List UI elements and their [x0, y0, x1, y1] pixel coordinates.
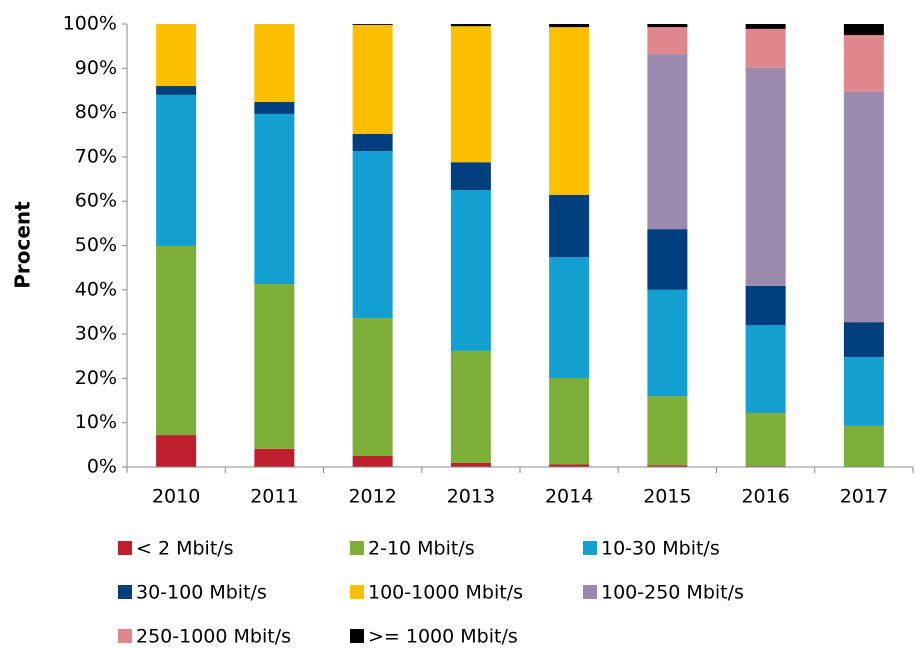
bar-segment: [352, 24, 393, 25]
bar-segment: [745, 412, 786, 467]
bar-segment: [254, 284, 295, 449]
bar-segment: [647, 396, 688, 466]
bar-segment: [352, 133, 393, 152]
y-tick-label: 10%: [75, 411, 117, 433]
bar-segment: [156, 245, 197, 436]
x-tick-label: 2012: [348, 486, 396, 508]
bar-segment: [647, 54, 688, 230]
legend-swatch: [583, 585, 597, 599]
bar-segment: [549, 194, 590, 258]
bar-segment: [745, 325, 786, 413]
bar-segment: [647, 27, 688, 55]
y-tick-label: 40%: [75, 278, 117, 300]
x-tick-label: 2011: [250, 486, 298, 508]
bar-segment: [254, 113, 295, 285]
x-tick-label: 2015: [643, 486, 691, 508]
bar-segment: [647, 465, 688, 467]
bar-segment: [745, 67, 786, 286]
y-tick-label: 100%: [63, 13, 117, 35]
legend-swatch: [350, 541, 364, 555]
bar-segment: [745, 24, 786, 29]
bar-segment: [549, 257, 590, 378]
bar-segment: [450, 190, 491, 351]
bar-segment: [745, 285, 786, 326]
legend-swatch: [118, 585, 132, 599]
bar-segment: [450, 350, 491, 464]
x-tick-label: 2016: [741, 486, 789, 508]
bar-segment: [450, 24, 491, 27]
bar-segment: [549, 27, 590, 195]
y-tick-label: 20%: [75, 367, 117, 389]
legend-label: < 2 Mbit/s: [136, 538, 234, 560]
legend-label: 2-10 Mbit/s: [368, 538, 475, 560]
bar-segment: [450, 463, 491, 467]
bar-segment: [843, 357, 884, 426]
legend-label: 100-1000 Mbit/s: [368, 582, 523, 604]
bar-segment: [352, 455, 393, 467]
bar-segment: [156, 86, 197, 95]
legend-swatch: [350, 629, 364, 643]
bar-segment: [352, 24, 393, 134]
bar-segment: [549, 464, 590, 467]
y-tick-label: 0%: [87, 456, 117, 478]
x-tick-label: 2014: [545, 486, 593, 508]
x-tick-label: 2013: [447, 486, 495, 508]
legend-swatch: [583, 541, 597, 555]
x-tick-label: 2017: [840, 486, 888, 508]
bar-segment: [745, 28, 786, 68]
y-tick-label: 70%: [75, 145, 117, 167]
bar-segment: [156, 24, 197, 87]
bar-segment: [450, 26, 491, 163]
y-tick-label: 80%: [75, 101, 117, 123]
bar-segment: [254, 24, 295, 102]
bar-segment: [156, 94, 197, 246]
bar-segment: [352, 318, 393, 456]
x-tick-label: 2010: [152, 486, 200, 508]
legend-swatch: [118, 541, 132, 555]
legend-label: 30-100 Mbit/s: [136, 582, 267, 604]
bar-segment: [647, 229, 688, 290]
legend-swatch: [350, 585, 364, 599]
y-tick-label: 50%: [75, 234, 117, 256]
bar-segment: [647, 24, 688, 28]
legend-label: 10-30 Mbit/s: [601, 538, 720, 560]
bar-segment: [843, 35, 884, 92]
legend-label: 100-250 Mbit/s: [601, 582, 744, 604]
y-tick-label: 30%: [75, 323, 117, 345]
bar-segment: [450, 162, 491, 191]
y-tick-label: 60%: [75, 190, 117, 212]
bar-segment: [549, 377, 590, 465]
bar-segment: [843, 425, 884, 467]
bar-segment: [843, 24, 884, 36]
bar-segment: [549, 24, 590, 28]
bar-segment: [843, 91, 884, 323]
legend-swatch: [118, 629, 132, 643]
bar-segment: [843, 322, 884, 358]
y-tick-label: 90%: [75, 57, 117, 79]
bar-segment: [254, 448, 295, 467]
bar-segment: [647, 289, 688, 397]
legend-label: 250-1000 Mbit/s: [136, 626, 291, 648]
y-axis-label: Procent: [11, 201, 35, 289]
bar-segment: [352, 151, 393, 319]
bar-segment: [156, 435, 197, 467]
legend-label: >= 1000 Mbit/s: [368, 626, 518, 648]
bar-segment: [254, 101, 295, 114]
